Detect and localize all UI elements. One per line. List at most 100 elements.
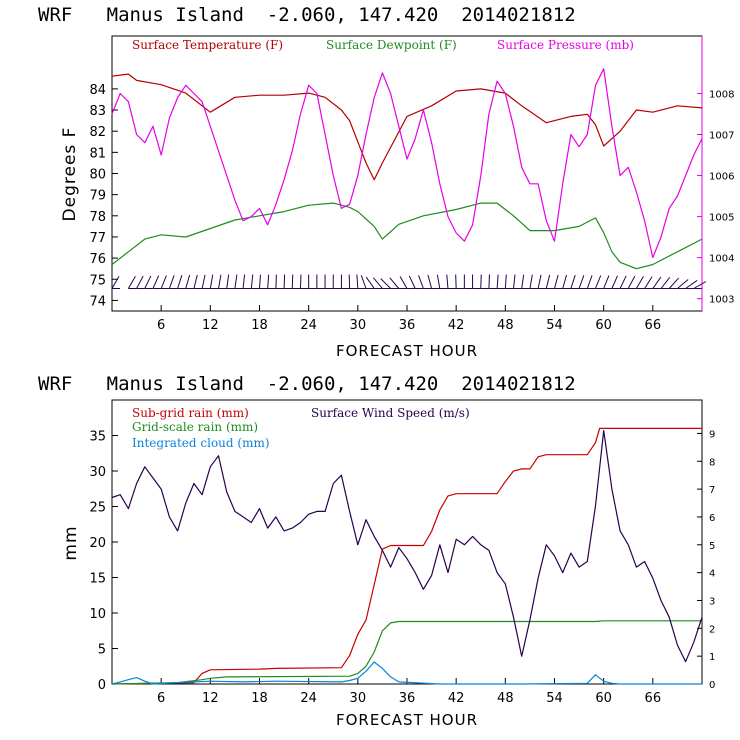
legend-integrated-cloud: Integrated cloud (mm): [132, 436, 270, 450]
x-tick-label: 36: [399, 318, 416, 333]
y2-tick-label: 8: [709, 457, 715, 468]
wind-speed-line: [111, 430, 703, 663]
bottom-y-ticks: 0 5 10 15 20 25 30 35: [89, 430, 118, 693]
top-x-ticks: 6 12 18 24 30 36 42 48 54 60 66: [157, 305, 661, 333]
wind-barb: [267, 274, 276, 289]
top-y-axis-label: Degrees F: [60, 127, 80, 222]
bottom-y-axis-label: mm: [61, 525, 81, 560]
wind-barb: [201, 274, 211, 289]
wind-barb: [545, 274, 555, 289]
wind-barb: [446, 274, 456, 289]
legend-subgrid-rain: Sub-grid rain (mm): [132, 406, 249, 420]
y-tick-label: 78: [89, 210, 106, 225]
wind-barb: [242, 274, 252, 289]
legend-surface-dewpoint: Surface Dewpoint (F): [326, 38, 457, 52]
y2-tick-label: 9: [709, 429, 715, 440]
x-tick-label: 48: [497, 318, 514, 333]
wind-barb: [660, 277, 671, 289]
wind-barb: [427, 274, 440, 289]
wind-barb: [578, 275, 588, 289]
y-tick-label: 15: [89, 572, 106, 587]
wind-barb: [570, 275, 579, 289]
y-tick-label: 81: [89, 146, 106, 161]
wind-barb: [144, 275, 153, 289]
y2-tick-label: 0: [709, 680, 715, 691]
wind-barb: [636, 276, 645, 289]
wind-barb: [193, 274, 202, 289]
x-tick-label: 6: [157, 318, 165, 333]
bottom-series-lines: [111, 427, 703, 685]
x-tick-label: 6: [157, 691, 165, 706]
y-tick-label: 83: [89, 104, 106, 119]
wind-barb: [299, 274, 309, 289]
bottom-y2-ticks: 0 1 2 3 4 5 6 7 8 9: [697, 429, 715, 691]
wind-barb: [488, 274, 497, 289]
temperature-line: [111, 73, 703, 181]
wind-barbs: [111, 274, 707, 289]
x-tick-label: 42: [448, 318, 465, 333]
bottom-chart-title: WRF Manus Island -2.060, 147.420 2014021…: [38, 373, 576, 395]
y-tick-label: 84: [89, 83, 106, 98]
wind-barb: [283, 274, 293, 289]
y2-tick-label: 1: [709, 652, 715, 663]
wind-barb: [472, 274, 481, 289]
wind-barb: [611, 275, 620, 289]
y2-tick-label: 4: [709, 569, 715, 580]
legend-gridscale-rain: Grid-scale rain (mm): [132, 420, 258, 434]
integrated-cloud-line: [111, 661, 702, 685]
y2-tick-label: 6: [709, 513, 715, 524]
wind-barb: [436, 274, 448, 289]
wind-barb: [373, 277, 391, 289]
wind-barb: [218, 274, 227, 289]
y2-tick-label: 5: [709, 541, 715, 552]
y-tick-label: 75: [89, 273, 106, 288]
wind-barb: [365, 276, 383, 289]
x-tick-label: 24: [300, 691, 317, 706]
wind-barb: [234, 274, 243, 289]
top-y2-ticks: 1003 1004 1005 1006 1007 1008: [697, 89, 734, 306]
wind-barb: [399, 276, 415, 289]
wind-barb: [480, 274, 489, 289]
wind-barb: [308, 274, 317, 289]
wind-barb: [408, 275, 424, 289]
wind-barb: [324, 274, 334, 289]
y-tick-label: 25: [89, 501, 106, 516]
x-tick-label: 60: [595, 318, 612, 333]
wind-barb: [644, 276, 653, 289]
top-x-axis-label: FORECAST HOUR: [336, 342, 478, 360]
wind-barb: [627, 275, 637, 289]
y2-tick-label: 1005: [709, 213, 734, 224]
wind-barb: [152, 275, 161, 289]
wind-barb: [619, 275, 629, 289]
x-tick-label: 42: [448, 691, 465, 706]
y-tick-label: 0: [98, 678, 106, 693]
y2-tick-label: 1003: [709, 295, 734, 306]
bottom-x-axis-label: FORECAST HOUR: [336, 711, 478, 729]
x-tick-label: 18: [251, 691, 268, 706]
legend-surface-temperature: Surface Temperature (F): [132, 38, 283, 52]
y-tick-label: 35: [89, 430, 106, 445]
y2-tick-label: 1004: [709, 254, 734, 265]
wind-barb: [291, 274, 301, 289]
x-tick-label: 12: [202, 691, 219, 706]
x-tick-label: 30: [350, 691, 367, 706]
wind-barb: [496, 274, 506, 289]
wind-barb: [340, 274, 350, 289]
x-tick-label: 30: [350, 318, 367, 333]
y-tick-label: 77: [89, 231, 106, 246]
wind-barb: [111, 276, 120, 289]
x-tick-label: 24: [300, 318, 317, 333]
y-tick-label: 20: [89, 536, 106, 551]
wind-barb: [356, 274, 366, 289]
pressure-line: [111, 68, 703, 259]
wind-barb: [136, 275, 145, 289]
wind-barb: [389, 277, 407, 289]
wind-barb: [177, 275, 186, 289]
wind-barb: [380, 278, 399, 289]
wind-barb: [537, 274, 547, 289]
wind-barb: [209, 274, 219, 289]
wind-barb: [562, 274, 571, 289]
x-tick-label: 54: [546, 691, 563, 706]
top-series-lines: [111, 68, 703, 270]
x-tick-label: 60: [595, 691, 612, 706]
